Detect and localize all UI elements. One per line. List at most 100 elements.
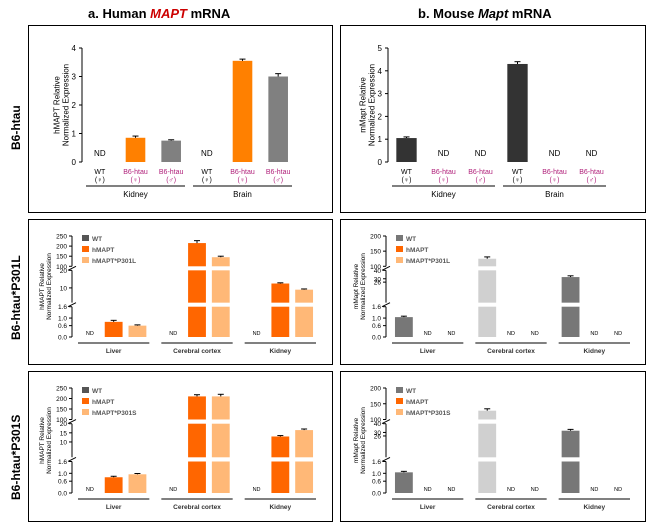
a2-bar-0-2-seg-0 [128,325,147,337]
b1-nd-2: ND [475,149,487,158]
b2-legend-swatch-1 [396,246,403,252]
a2-cat-label-0: Liver [106,348,122,355]
a3-nd-2-0: ND [253,487,261,493]
a1-bar-5 [268,76,288,162]
a2-cat-label-1: Cerebral cortex [173,348,221,355]
b3-ytick-label-1-1: 30 [374,430,382,437]
b3-bar-1-0-seg-2 [478,410,497,420]
a2-bar-2-1-seg-1 [271,283,290,303]
a1-ytick-label-0: 0 [72,158,77,167]
a3-ytick-label-2-1: 150 [56,407,67,414]
a1-xlabel-top-3: WT [201,169,213,176]
a2-ytick-label-1-1: 20 [60,268,68,275]
b1-group-label-0: Kidney [431,190,455,199]
a3-nd-1-0: ND [169,487,177,493]
b1-ylabel: mMapt RelativeNormalized Expression [359,64,377,146]
b2-bar-0-0-seg-0 [394,317,413,337]
b3-ytick-label-2-0: 100 [370,417,381,424]
a3-bar-2-1-seg-0 [271,461,290,493]
a2-ytick-label-0-1: 0.6 [58,323,67,330]
b1-xlabel-top-2: B6-htau [468,169,493,176]
b1-ytick-label-3: 3 [378,90,383,99]
a3-bar-1-2-seg-2 [211,396,230,420]
b3-ylabel: mMapt RelativeNormalized Expression [353,407,367,474]
a1-xlabel-bot-1: (♀) [131,177,141,184]
a1-ytick-label-3: 3 [72,73,77,82]
panel-frame-b3 [340,371,646,522]
b2-ytick-label-2-1: 150 [370,249,381,256]
a1-bar-1 [125,137,146,162]
b2-nd-0-2: ND [447,331,455,337]
b2-ytick-label-1-1: 30 [374,276,382,283]
a3-ytick-label-1-0: 10 [60,439,68,446]
a2-bar-2-1-seg-0 [271,306,290,337]
a2-ytick-label-2-3: 250 [56,234,67,241]
a3-cat-label-2: Kidney [269,504,291,511]
b3-legend-swatch-2 [396,409,403,415]
b3-ytick-label-0-0: 0.0 [372,491,381,498]
header-right-prefix: b. Mouse [418,6,478,21]
a3-nd-0-0: ND [86,487,94,493]
b3-bar-1-0-seg-0 [478,461,497,493]
a3-ytick-label-0-0: 0.0 [58,491,67,498]
b2-cat-label-1: Cerebral cortex [487,348,535,355]
a2-legend-swatch-2 [82,257,89,263]
b2-axis-break-0 [381,302,391,308]
b1-ytick-label-2: 2 [378,112,383,121]
b2-legend-label-0: WT [406,236,416,243]
a2-axis-break-1 [67,265,77,271]
a1-ytick-label-4: 4 [72,44,77,53]
b2-bar-2-0-seg-0 [561,306,580,337]
a3-bar-1-2-seg-0 [211,461,230,493]
b1-xlabel-bot-4: (♀) [550,177,560,184]
a2-ytick-label-1-0: 10 [60,285,68,292]
a2-bar-1-2-seg-0 [211,306,230,337]
b1-nd-1: ND [438,149,450,158]
b3-bar-1-0-seg-1 [478,423,497,458]
a3-bar-2-2-seg-1 [295,430,314,458]
a3-bar-0-2-seg-0 [128,474,147,493]
b3-ytick-label-0-1: 0.6 [372,479,381,486]
a3-ytick-label-1-2: 20 [60,421,68,428]
a1-xlabel-top-5: B6-htau [266,169,291,176]
b3-cat-label-0: Liver [420,504,436,511]
a3-ytick-label-0-2: 1.0 [58,471,67,478]
b3-legend-swatch-1 [396,398,403,404]
a2-bar-2-2-seg-1 [295,289,314,303]
b2-legend-label-2: hMAPT*P301L [406,258,450,265]
b3-ytick-label-0-3: 1.6 [372,459,381,466]
panel-frame-b1 [340,25,646,213]
b1-xlabel-bot-2: (♂) [476,177,486,184]
b3-cat-label-2: Kidney [583,504,605,511]
a2-bar-1-2-seg-2 [211,257,230,267]
header-right-suffix: mRNA [508,6,552,21]
a3-ytick-label-1-1: 15 [60,430,68,437]
a3-ytick-label-2-0: 100 [56,417,67,424]
b1-ytick-label-5: 5 [378,44,383,53]
panel-frame-a3 [28,371,333,522]
b1-xlabel-top-1: B6-htau [431,169,456,176]
b2-nd-2-1: ND [590,331,598,337]
a1-xlabel-top-1: B6-htau [123,169,148,176]
a2-ylabel: hMAPT RelativeNormalized Expression [39,253,53,320]
a2-legend-label-0: WT [92,236,102,243]
a3-ytick-label-2-3: 250 [56,386,67,393]
header-left-gene: MAPT [150,6,187,21]
a2-legend-label-1: hMAPT [92,247,114,254]
b1-xlabel-top-5: B6-htau [579,169,604,176]
a3-legend-swatch-0 [82,387,89,393]
b2-ytick-label-0-0: 0.0 [372,335,381,342]
a3-bar-2-1-seg-1 [271,436,290,458]
b3-nd-0-2: ND [447,487,455,493]
b1-xlabel-top-3: WT [512,169,524,176]
b3-ytick-label-1-2: 40 [374,421,382,428]
panel-frame-a1 [28,25,333,213]
b3-nd-2-1: ND [590,487,598,493]
b3-legend-label-0: WT [406,388,416,395]
b2-nd-2-2: ND [614,331,622,337]
b2-nd-1-1: ND [507,331,515,337]
b3-nd-2-2: ND [614,487,622,493]
b1-ytick-label-0: 0 [378,158,383,167]
a1-nd-0: ND [94,149,106,158]
b2-ytick-label-0-2: 1.0 [372,316,381,323]
